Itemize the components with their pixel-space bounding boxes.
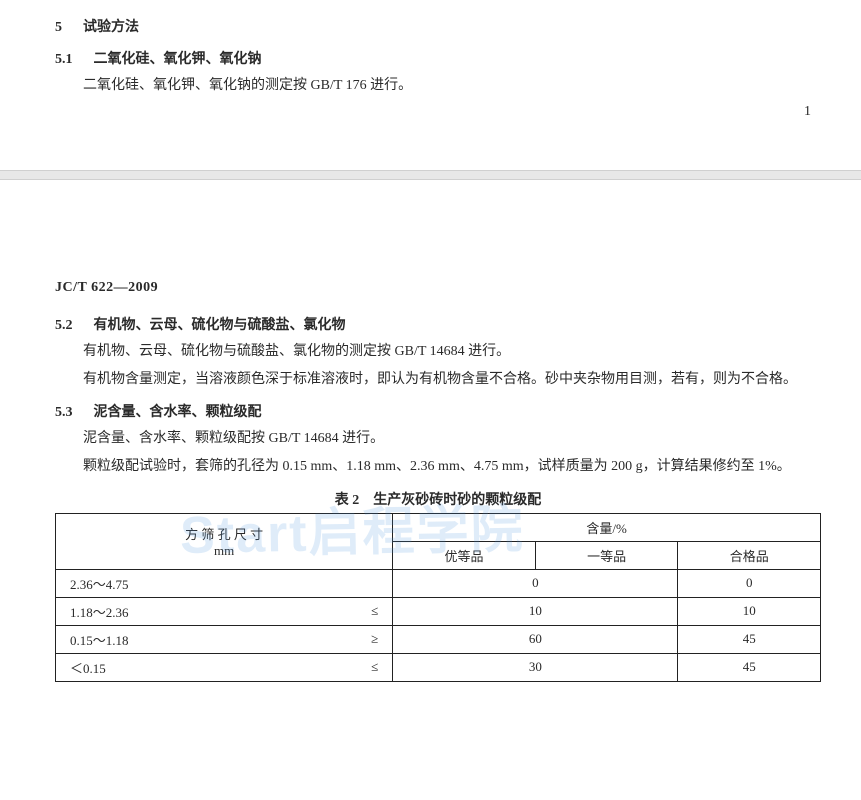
paragraph: 颗粒级配试验时，套筛的孔径为 0.15 mm、1.18 mm、2.36 mm、4… bbox=[55, 455, 821, 479]
operator: ≤ bbox=[371, 603, 378, 619]
paragraph: 二氧化硅、氧化钾、氧化钠的测定按 GB/T 176 进行。 bbox=[55, 74, 821, 98]
table-row: 1.18～2.36 ≤ 10 10 bbox=[56, 597, 821, 625]
cell-size: ＜0.15 ≤ bbox=[56, 653, 393, 681]
page-divider bbox=[0, 170, 861, 180]
subsection-number: 5.2 bbox=[55, 318, 73, 333]
cell-size: 2.36～4.75 bbox=[56, 569, 393, 597]
size-range: 0.15～1.18 bbox=[70, 633, 129, 648]
page-1: 5 试验方法 5.1 二氧化硅、氧化钾、氧化钠 二氧化硅、氧化钾、氧化钠的测定按… bbox=[0, 0, 861, 140]
subsection-title: 有机物、云母、硫化物与硫酸盐、氯化物 bbox=[94, 318, 346, 333]
cell-top-first: 10 bbox=[393, 597, 678, 625]
paragraph: 有机物含量测定，当溶液颜色深于标准溶液时，即认为有机物含量不合格。砂中夹杂物用目… bbox=[55, 368, 821, 392]
cell-pass: 45 bbox=[678, 653, 821, 681]
table-row: 0.15～1.18 ≥ 60 45 bbox=[56, 625, 821, 653]
section-title: 试验方法 bbox=[83, 20, 139, 35]
subsection-title: 泥含量、含水率、颗粒级配 bbox=[94, 405, 262, 420]
col-grade-first: 一等品 bbox=[535, 541, 678, 569]
col-grade-top: 优等品 bbox=[393, 541, 536, 569]
col-sieve-size-l1: 方 筛 孔 尺 寸 bbox=[64, 524, 384, 543]
section-5-heading: 5 试验方法 bbox=[55, 16, 821, 36]
cell-top-first: 0 bbox=[393, 569, 678, 597]
subsection-5-3-heading: 5.3 泥含量、含水率、颗粒级配 bbox=[55, 401, 821, 421]
size-range: ＜0.15 bbox=[70, 661, 106, 676]
operator: ≤ bbox=[371, 659, 378, 675]
paragraph: 有机物、云母、硫化物与硫酸盐、氯化物的测定按 GB/T 14684 进行。 bbox=[55, 340, 821, 364]
col-sieve-size: 方 筛 孔 尺 寸 mm bbox=[56, 513, 393, 569]
table-row: 2.36～4.75 0 0 bbox=[56, 569, 821, 597]
cell-pass: 45 bbox=[678, 625, 821, 653]
table-2-title: 表 2 生产灰砂砖时砂的颗粒级配 bbox=[55, 489, 821, 509]
subsection-title: 二氧化硅、氧化钾、氧化钠 bbox=[94, 52, 262, 67]
cell-top-first: 30 bbox=[393, 653, 678, 681]
col-sieve-size-l2: mm bbox=[64, 543, 384, 559]
subsection-number: 5.1 bbox=[55, 52, 73, 67]
cell-size: 0.15～1.18 ≥ bbox=[56, 625, 393, 653]
cell-size: 1.18～2.36 ≤ bbox=[56, 597, 393, 625]
operator: ≥ bbox=[371, 631, 378, 647]
page-2: JC/T 622—2009 5.2 有机物、云母、硫化物与硫酸盐、氯化物 有机物… bbox=[0, 270, 861, 702]
cell-pass: 0 bbox=[678, 569, 821, 597]
table-header-row: 方 筛 孔 尺 寸 mm 含量/% bbox=[56, 513, 821, 541]
page-number: 1 bbox=[55, 104, 821, 120]
paragraph: 泥含量、含水率、颗粒级配按 GB/T 14684 进行。 bbox=[55, 427, 821, 451]
cell-pass: 10 bbox=[678, 597, 821, 625]
subsection-number: 5.3 bbox=[55, 405, 73, 420]
table-2: 方 筛 孔 尺 寸 mm 含量/% 优等品 一等品 合格品 2.36～4.75 bbox=[55, 513, 821, 682]
subsection-5-1-heading: 5.1 二氧化硅、氧化钾、氧化钠 bbox=[55, 48, 821, 68]
cell-top-first: 60 bbox=[393, 625, 678, 653]
subsection-5-2-heading: 5.2 有机物、云母、硫化物与硫酸盐、氯化物 bbox=[55, 314, 821, 334]
standard-code: JC/T 622—2009 bbox=[55, 280, 821, 296]
size-range: 1.18～2.36 bbox=[70, 605, 129, 620]
table-row: ＜0.15 ≤ 30 45 bbox=[56, 653, 821, 681]
col-grade-pass: 合格品 bbox=[678, 541, 821, 569]
section-number: 5 bbox=[55, 20, 62, 35]
col-content-pct: 含量/% bbox=[393, 513, 821, 541]
size-range: 2.36～4.75 bbox=[70, 577, 129, 592]
